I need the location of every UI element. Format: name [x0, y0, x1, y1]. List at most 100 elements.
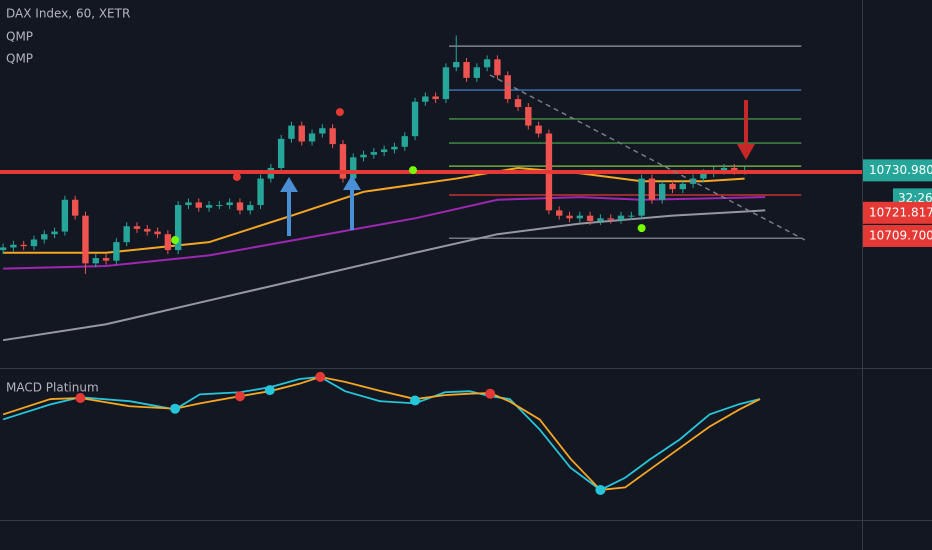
candle-body — [133, 226, 141, 229]
candle-body — [648, 178, 656, 200]
cross-dot — [264, 385, 275, 396]
candle-body — [277, 138, 285, 168]
candle-body — [61, 199, 69, 232]
candle-body — [700, 173, 707, 179]
candle-body — [442, 67, 450, 100]
chart-title: DAX Index, 60, XETR — [6, 7, 130, 21]
candle-body — [380, 149, 388, 153]
signal-dot — [171, 236, 180, 245]
candle-body — [556, 210, 563, 216]
candle-body — [226, 202, 233, 206]
candle-body — [216, 205, 223, 207]
candle-body — [504, 75, 511, 100]
cross-dot — [595, 484, 606, 495]
candle-body — [494, 59, 501, 76]
candle-body — [586, 215, 594, 221]
candle-body — [432, 96, 439, 100]
candle-body — [41, 234, 48, 240]
candle-body — [308, 133, 316, 142]
candle-body — [82, 215, 89, 264]
candle-body — [731, 167, 738, 171]
candle-body — [391, 146, 398, 150]
cross-dot — [170, 403, 181, 414]
candle-body — [329, 128, 336, 145]
panel-title: MACD Platinum — [6, 381, 99, 395]
candle-body — [514, 99, 522, 108]
cross-dot — [234, 391, 245, 402]
arrow-up — [280, 177, 298, 236]
candle-body — [463, 61, 470, 78]
candle-body — [566, 215, 573, 219]
cross-dot — [485, 388, 496, 399]
candle-body — [720, 167, 728, 171]
candle-body — [473, 67, 481, 78]
candle-body — [401, 136, 408, 147]
arrow-up — [343, 175, 361, 230]
price-label: 10721.817 — [869, 205, 932, 219]
candle-body — [525, 107, 532, 126]
candle-body — [411, 101, 419, 137]
candle-body — [0, 247, 7, 251]
candle-body — [185, 202, 192, 206]
candle-body — [298, 125, 305, 142]
cross-dot — [75, 392, 86, 403]
candle-body — [20, 244, 27, 247]
candle-body — [576, 215, 584, 219]
signal-dot — [408, 166, 417, 175]
price-label: 10730.980 — [869, 163, 932, 177]
candle-body — [679, 183, 686, 190]
candle-body — [607, 218, 614, 220]
signal-dot — [637, 224, 646, 233]
candle-body — [535, 125, 542, 134]
candle-body — [617, 215, 625, 220]
candle-body — [10, 244, 17, 248]
candle-body — [422, 96, 429, 102]
candle-body — [370, 152, 378, 155]
signal-dot — [232, 172, 241, 181]
candle-body — [195, 202, 202, 208]
candle-body — [350, 157, 357, 179]
candle-body — [205, 205, 213, 208]
candle-body — [288, 125, 295, 139]
candle-body — [154, 231, 161, 235]
price-label-bg — [863, 224, 932, 247]
signal-dot — [335, 108, 344, 117]
candle-body — [339, 144, 347, 179]
candle-body — [174, 205, 182, 251]
candle-body — [669, 183, 676, 190]
price-label-bg — [863, 201, 932, 224]
candle-body — [360, 154, 367, 158]
countdown: 32:26 — [898, 191, 932, 205]
candle-body — [92, 258, 99, 264]
candle-body — [102, 258, 110, 261]
cross-dot — [315, 371, 326, 382]
price-label: 10709.700 — [869, 228, 932, 242]
candle-body — [247, 205, 254, 211]
candle-body — [30, 239, 38, 247]
candle-body — [71, 199, 79, 216]
candle-body — [453, 61, 460, 68]
candle-body — [113, 242, 120, 261]
candle-body — [257, 178, 264, 206]
candle-body — [236, 202, 244, 211]
plot — [0, 35, 862, 495]
moving-average — [3, 196, 766, 270]
candle-body — [123, 226, 130, 243]
candle-body — [659, 183, 666, 200]
price-label-bg — [863, 159, 932, 182]
indicator-label: QMP — [6, 52, 33, 66]
indicator-label: QMP — [6, 30, 33, 44]
candle-body — [319, 128, 326, 134]
cross-dot — [410, 395, 421, 406]
candle-body — [638, 178, 645, 216]
candle-body — [597, 218, 604, 221]
candle-body — [51, 231, 58, 235]
arrow-down — [737, 100, 755, 160]
candle-body — [164, 234, 172, 251]
candle-body — [144, 228, 151, 232]
candle-body — [628, 215, 635, 217]
candle-body — [483, 59, 491, 68]
